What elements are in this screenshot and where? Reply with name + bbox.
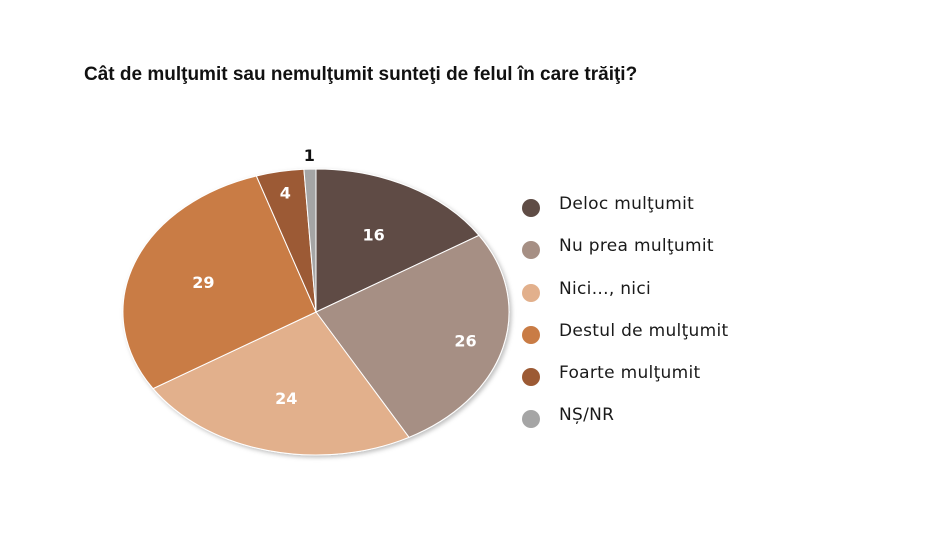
pie-slice-nu-prea-multumit bbox=[315, 234, 510, 438]
pie-slice-nici-nici bbox=[152, 311, 410, 456]
legend-swatch-nu-prea-multumit bbox=[522, 241, 540, 259]
legend-label-foarte-multumit: Foarte mulţumit bbox=[559, 363, 701, 383]
chart-title: Cât de mulţumit sau nemulţumit sunteţi d… bbox=[84, 64, 638, 85]
legend-swatch-foarte-multumit bbox=[522, 368, 540, 386]
data-label-nu-prea-multumit: 26 bbox=[454, 331, 476, 350]
pie-slice-ns-nr bbox=[303, 168, 317, 313]
data-label-destul-de-multumit: 29 bbox=[192, 273, 214, 292]
data-label-deloc-multumit: 16 bbox=[363, 225, 385, 244]
legend-label-nici-nici: Nici..., nici bbox=[559, 279, 651, 299]
legend-label-nu-prea-multumit: Nu prea mulţumit bbox=[559, 236, 714, 256]
legend-label-ns-nr: NȘ/NR bbox=[559, 405, 615, 425]
legend-swatch-ns-nr bbox=[522, 410, 540, 428]
data-label-ns-nr: 1 bbox=[304, 146, 315, 165]
data-label-foarte-multumit: 4 bbox=[280, 184, 291, 203]
pie-slice-deloc-multumit bbox=[315, 168, 480, 313]
pie-slice-destul-de-multumit bbox=[122, 175, 317, 390]
legend-swatch-destul-de-multumit bbox=[522, 326, 540, 344]
legend-label-destul-de-multumit: Destul de mulţumit bbox=[559, 321, 729, 341]
legend-swatch-nici-nici bbox=[522, 284, 540, 302]
legend-swatch-deloc-multumit bbox=[522, 199, 540, 217]
data-label-nici-nici: 24 bbox=[275, 389, 297, 408]
legend-label-deloc-multumit: Deloc mulţumit bbox=[559, 194, 695, 214]
